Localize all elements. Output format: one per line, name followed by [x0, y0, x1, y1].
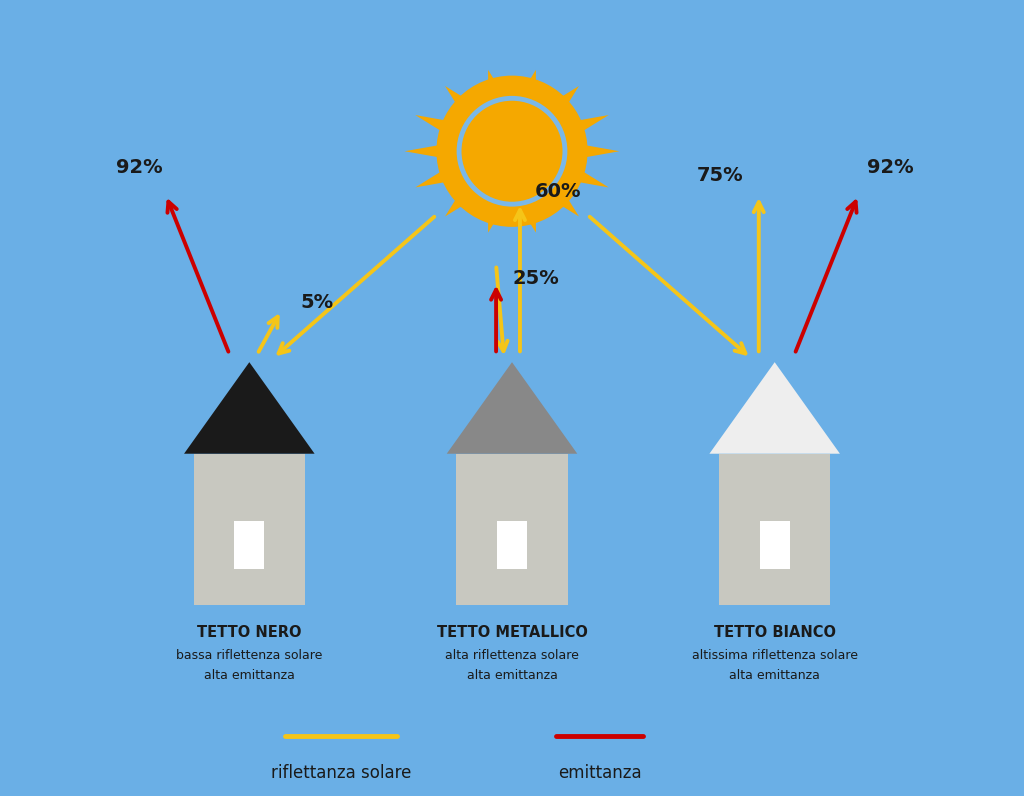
Bar — [719, 454, 830, 605]
Text: 25%: 25% — [512, 269, 559, 288]
Polygon shape — [184, 362, 314, 454]
Bar — [760, 521, 790, 569]
Text: alta emittanza: alta emittanza — [467, 669, 557, 681]
Polygon shape — [416, 169, 453, 187]
Text: 5%: 5% — [300, 293, 334, 312]
Polygon shape — [519, 203, 536, 232]
Polygon shape — [488, 203, 505, 232]
Text: alta riflettenza solare: alta riflettenza solare — [445, 649, 579, 661]
Polygon shape — [446, 362, 578, 454]
Bar — [194, 454, 305, 605]
Text: altissima riflettenza solare: altissima riflettenza solare — [691, 649, 858, 661]
Bar — [457, 454, 567, 605]
Polygon shape — [488, 70, 505, 100]
Polygon shape — [571, 169, 608, 187]
Text: alta emittanza: alta emittanza — [729, 669, 820, 681]
Polygon shape — [710, 362, 840, 454]
Polygon shape — [445, 189, 475, 217]
Bar — [497, 521, 527, 569]
Text: 60%: 60% — [535, 181, 582, 201]
Text: 75%: 75% — [697, 166, 743, 185]
Text: bassa riflettenza solare: bassa riflettenza solare — [176, 649, 323, 661]
Bar — [234, 521, 264, 569]
Polygon shape — [582, 145, 620, 158]
Polygon shape — [445, 86, 475, 113]
Text: emittanza: emittanza — [558, 764, 641, 782]
Text: 92%: 92% — [116, 158, 163, 177]
Polygon shape — [571, 115, 608, 134]
Polygon shape — [549, 189, 579, 217]
Text: alta emittanza: alta emittanza — [204, 669, 295, 681]
Text: 92%: 92% — [866, 158, 913, 177]
Text: riflettanza solare: riflettanza solare — [270, 764, 411, 782]
Circle shape — [436, 76, 588, 227]
Polygon shape — [519, 70, 536, 100]
Text: TETTO METALLICO: TETTO METALLICO — [436, 625, 588, 640]
Polygon shape — [416, 115, 453, 134]
Polygon shape — [549, 86, 579, 113]
Polygon shape — [404, 145, 442, 158]
Text: TETTO NERO: TETTO NERO — [197, 625, 302, 640]
Text: TETTO BIANCO: TETTO BIANCO — [714, 625, 836, 640]
